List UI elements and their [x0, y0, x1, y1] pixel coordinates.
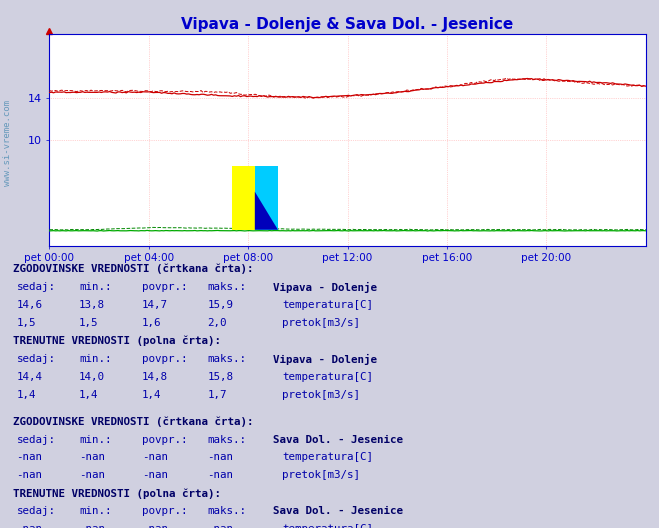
Text: sedaj:: sedaj:	[16, 354, 55, 364]
Text: 14,0: 14,0	[79, 372, 105, 382]
Text: maks.:: maks.:	[208, 435, 246, 445]
Text: temperatura[C]: temperatura[C]	[282, 524, 373, 528]
Text: -nan: -nan	[16, 470, 42, 480]
Text: 13,8: 13,8	[79, 300, 105, 310]
Text: -nan: -nan	[142, 452, 167, 463]
Text: 2,0: 2,0	[208, 318, 227, 328]
Text: ZGODOVINSKE VREDNOSTI (črtkana črta):: ZGODOVINSKE VREDNOSTI (črtkana črta):	[13, 264, 254, 275]
Polygon shape	[255, 192, 278, 230]
Text: 15,9: 15,9	[208, 300, 233, 310]
Polygon shape	[232, 166, 255, 230]
Text: 14,7: 14,7	[142, 300, 167, 310]
Text: TRENUTNE VREDNOSTI (polna črta):: TRENUTNE VREDNOSTI (polna črta):	[13, 488, 221, 499]
Text: 1,5: 1,5	[16, 318, 36, 328]
Text: maks.:: maks.:	[208, 354, 246, 364]
Text: min.:: min.:	[79, 435, 111, 445]
Text: temperatura[C]: temperatura[C]	[282, 452, 373, 463]
Text: 1,7: 1,7	[208, 390, 227, 400]
Text: 15,8: 15,8	[208, 372, 233, 382]
Text: Sava Dol. - Jesenice: Sava Dol. - Jesenice	[273, 435, 403, 445]
Text: -nan: -nan	[208, 524, 233, 528]
Text: -nan: -nan	[208, 470, 233, 480]
Text: 1,4: 1,4	[142, 390, 161, 400]
Text: pretok[m3/s]: pretok[m3/s]	[282, 470, 360, 480]
Text: www.si-vreme.com: www.si-vreme.com	[3, 100, 13, 185]
Text: TRENUTNE VREDNOSTI (polna črta):: TRENUTNE VREDNOSTI (polna črta):	[13, 336, 221, 346]
Text: min.:: min.:	[79, 354, 111, 364]
Text: 1,6: 1,6	[142, 318, 161, 328]
Text: pretok[m3/s]: pretok[m3/s]	[282, 390, 360, 400]
Text: sedaj:: sedaj:	[16, 435, 55, 445]
Text: min.:: min.:	[79, 506, 111, 516]
Text: 14,8: 14,8	[142, 372, 167, 382]
Text: maks.:: maks.:	[208, 282, 246, 292]
Text: temperatura[C]: temperatura[C]	[282, 372, 373, 382]
Title: Vipava - Dolenje & Sava Dol. - Jesenice: Vipava - Dolenje & Sava Dol. - Jesenice	[181, 17, 514, 32]
Text: -nan: -nan	[16, 524, 42, 528]
Text: -nan: -nan	[142, 470, 167, 480]
Text: Vipava - Dolenje: Vipava - Dolenje	[273, 282, 378, 293]
Text: pretok[m3/s]: pretok[m3/s]	[282, 318, 360, 328]
Text: 1,5: 1,5	[79, 318, 99, 328]
Text: 1,4: 1,4	[79, 390, 99, 400]
Text: povpr.:: povpr.:	[142, 354, 187, 364]
Text: temperatura[C]: temperatura[C]	[282, 300, 373, 310]
Bar	[232, 166, 255, 230]
Text: min.:: min.:	[79, 282, 111, 292]
Polygon shape	[255, 166, 278, 230]
Text: -nan: -nan	[79, 470, 105, 480]
Text: sedaj:: sedaj:	[16, 282, 55, 292]
Text: 14,4: 14,4	[16, 372, 42, 382]
Text: -nan: -nan	[79, 452, 105, 463]
Text: Sava Dol. - Jesenice: Sava Dol. - Jesenice	[273, 506, 403, 516]
Text: maks.:: maks.:	[208, 506, 246, 516]
Text: povpr.:: povpr.:	[142, 282, 187, 292]
Text: 14,6: 14,6	[16, 300, 42, 310]
Text: 1,4: 1,4	[16, 390, 36, 400]
Text: -nan: -nan	[208, 452, 233, 463]
Text: -nan: -nan	[16, 452, 42, 463]
Text: povpr.:: povpr.:	[142, 506, 187, 516]
Text: -nan: -nan	[142, 524, 167, 528]
Text: Vipava - Dolenje: Vipava - Dolenje	[273, 354, 378, 365]
Text: sedaj:: sedaj:	[16, 506, 55, 516]
Text: ZGODOVINSKE VREDNOSTI (črtkana črta):: ZGODOVINSKE VREDNOSTI (črtkana črta):	[13, 417, 254, 427]
Text: -nan: -nan	[79, 524, 105, 528]
Text: povpr.:: povpr.:	[142, 435, 187, 445]
